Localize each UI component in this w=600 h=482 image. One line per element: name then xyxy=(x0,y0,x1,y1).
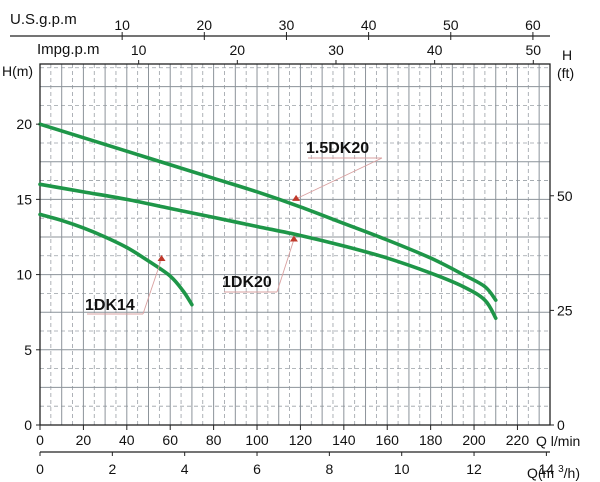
bottom-axis2-label-rest: /h) xyxy=(564,465,580,481)
top-axis-1-tick-label: 60 xyxy=(525,17,541,33)
performance-curves xyxy=(38,122,498,320)
top-axis-1-tick-label: 20 xyxy=(197,17,213,33)
annotation-arrowhead xyxy=(289,235,298,242)
x-tick-label: 180 xyxy=(419,432,443,448)
annotation-arrowhead xyxy=(157,255,166,262)
right-tick-label: 50 xyxy=(557,188,573,204)
x-tick-label: 80 xyxy=(206,432,222,448)
top-axis-2-tick-label: 20 xyxy=(230,42,246,58)
annotation-leader xyxy=(276,239,295,293)
top-axis-1-tick-label: 50 xyxy=(443,17,459,33)
plot-border xyxy=(39,63,551,426)
bottom-axis2-label-text: Q(m xyxy=(527,465,554,481)
top-axes: U.S.g.p.m Impg.p.m xyxy=(10,11,100,58)
bottom-axis2-label-superscript: 3 xyxy=(558,464,564,475)
annotation-leader xyxy=(295,157,383,200)
top-axis-1-tick-label: 30 xyxy=(279,17,295,33)
x-tick-label: 120 xyxy=(289,432,313,448)
bottom-axis2-tick-label: 4 xyxy=(181,461,189,477)
bottom-axis2-tick-label: 2 xyxy=(108,461,116,477)
top-axis-1-label: U.S.g.p.m xyxy=(10,11,77,28)
x-tick-label: 140 xyxy=(332,432,356,448)
top-axis-2-tick-label: 50 xyxy=(526,42,542,58)
annotation-label: 1DK20 xyxy=(222,274,272,291)
y-tick-label: 5 xyxy=(24,342,32,358)
bottom-axis2-tick-label: 12 xyxy=(466,461,482,477)
major-grid xyxy=(40,64,550,425)
x-tick-label: 40 xyxy=(119,432,135,448)
curve-1dk20 xyxy=(38,182,498,320)
right-axis-label: H xyxy=(562,47,572,63)
annotation-label: 1DK14 xyxy=(85,297,135,314)
top-axis-2-tick-label: 10 xyxy=(131,42,147,58)
bottom-axis2-tick-label: 14 xyxy=(539,461,555,477)
top-axis-1-tick-label: 10 xyxy=(114,17,130,33)
x-tick-label: 100 xyxy=(245,432,269,448)
right-tick-label: 25 xyxy=(557,302,573,318)
curve-annotations: 1.5DK20 1DK20 1DK14 xyxy=(85,140,383,315)
x-tick-label: 0 xyxy=(36,432,44,448)
y-axis-label: H(m) xyxy=(2,63,33,79)
annotation-label: 1.5DK20 xyxy=(306,140,369,157)
bottom-axis2-tick-label: 6 xyxy=(253,461,261,477)
x-tick-label: 20 xyxy=(76,432,92,448)
axis-tick-labels: 0 20 40 60 80 100 120 140 160 180 200 2200510152002… xyxy=(10,17,573,477)
curve-1dk14 xyxy=(38,212,194,307)
top-axis-2-tick-label: 30 xyxy=(328,42,344,58)
x-tick-label: 220 xyxy=(506,432,530,448)
bottom-axis2-tick-label: 0 xyxy=(36,461,44,477)
right-axis-unit: (ft) xyxy=(557,65,574,81)
bottom-axis2-tick-label: 10 xyxy=(394,461,410,477)
x-tick-label: 200 xyxy=(462,432,486,448)
y-tick-label: 20 xyxy=(16,116,32,132)
y-tick-label: 10 xyxy=(16,267,32,283)
bottom-axis2-tick-label: 8 xyxy=(325,461,333,477)
minor-grid xyxy=(40,64,550,425)
annotation-leader xyxy=(142,258,162,315)
plot-frame xyxy=(39,63,551,426)
right-tick-label: 0 xyxy=(557,417,565,433)
bottom-axis2-label: Q(m 3/h) xyxy=(527,464,580,481)
top-axis-2-label: Impg.p.m xyxy=(37,41,100,58)
annotation-arrowhead xyxy=(292,194,301,201)
x-tick-label: 160 xyxy=(376,432,400,448)
top-axis-1-tick-label: 40 xyxy=(361,17,377,33)
top-axis-2-tick-label: 40 xyxy=(427,42,443,58)
x-tick-label: 60 xyxy=(162,432,178,448)
y-tick-label: 15 xyxy=(16,191,32,207)
curve-1-5dk20 xyxy=(38,122,498,302)
y-tick-label: 0 xyxy=(24,417,32,433)
x-axis-label: Q l/min xyxy=(536,433,580,449)
